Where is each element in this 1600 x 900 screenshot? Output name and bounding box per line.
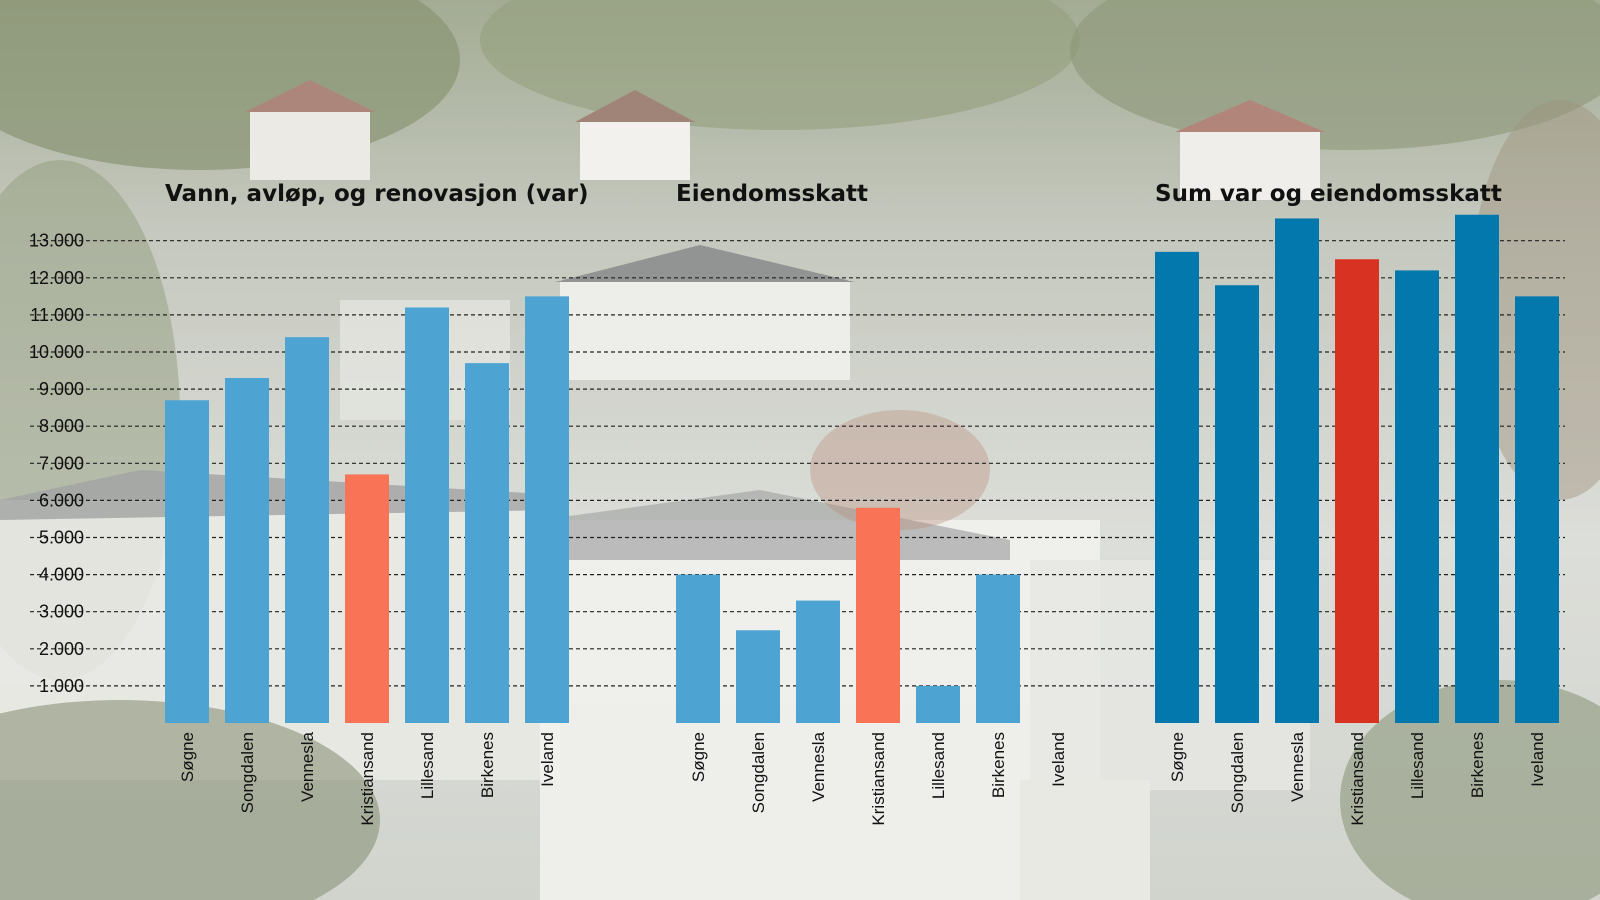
category-label: Songdalen [1228, 732, 1247, 813]
category-label: Iveland [538, 732, 557, 787]
y-tick-label: 9.000 [39, 379, 84, 399]
bar-1-2 [796, 600, 840, 723]
category-label: Birkenes [478, 732, 497, 798]
y-tick-label: 7.000 [39, 453, 84, 473]
bar-2-4 [1395, 270, 1439, 723]
bar-0-3 [345, 474, 389, 723]
bar-2-6 [1515, 296, 1559, 723]
bar-1-1 [736, 630, 780, 723]
bar-0-5 [465, 363, 509, 723]
y-tick-label: 3.000 [39, 602, 84, 622]
bar-2-0 [1155, 251, 1199, 723]
category-label: Søgne [1168, 732, 1187, 782]
y-tick-label: 12.000 [29, 268, 84, 288]
y-tick-label: 6.000 [39, 490, 84, 510]
category-label: Kristiansand [1348, 732, 1367, 826]
bar-1-5 [976, 574, 1020, 723]
category-label: Lillesand [1408, 732, 1427, 799]
y-tick-label: 10.000 [29, 342, 84, 362]
bar-0-4 [405, 307, 449, 723]
category-label: Lillesand [929, 732, 948, 799]
bar-1-4 [916, 685, 960, 723]
bars [165, 214, 1559, 724]
category-label: Birkenes [989, 732, 1008, 798]
bar-0-1 [225, 377, 269, 723]
chart-title-sum: Sum var og eiendomsskatt [1155, 181, 1502, 207]
chart-title-var: Vann, avløp, og renovasjon (var) [165, 181, 589, 207]
bar-2-5 [1455, 214, 1499, 724]
bar-0-6 [525, 296, 569, 723]
category-label: Vennesla [298, 731, 317, 801]
bar-1-0 [676, 574, 720, 723]
category-label: Songdalen [749, 732, 768, 813]
category-label: Songdalen [238, 732, 257, 813]
category-label: Søgne [178, 732, 197, 782]
y-tick-label: 5.000 [39, 528, 84, 548]
category-label: Lillesand [418, 732, 437, 799]
bar-0-2 [285, 337, 329, 723]
bar-2-3 [1335, 259, 1379, 723]
category-label: Iveland [1049, 732, 1068, 787]
y-tick-label: 1.000 [39, 676, 84, 696]
category-label: Kristiansand [869, 732, 888, 826]
y-tick-label: 4.000 [39, 565, 84, 585]
category-label: Birkenes [1468, 732, 1487, 798]
bar-2-1 [1215, 285, 1259, 723]
category-label: Vennesla [1288, 731, 1307, 801]
category-label: Iveland [1528, 732, 1547, 787]
category-labels: Søgne Songdalen Vennesla Kristiansand Lilles… [178, 731, 1547, 825]
category-label: Søgne [689, 732, 708, 782]
chart-title-eiendomsskatt: Eiendomsskatt [676, 181, 868, 207]
bar-2-2 [1275, 218, 1319, 723]
y-tick-label: 13.000 [29, 231, 84, 251]
category-label: Kristiansand [358, 732, 377, 826]
y-tick-label: 8.000 [39, 416, 84, 436]
y-axis-ticks: 1.000 2.000 3.000 4.000 5.000 6.000 7.000 8.000… [29, 231, 84, 696]
category-label: Vennesla [809, 731, 828, 801]
bar-1-3 [856, 507, 900, 723]
y-tick-label: 11.000 [30, 305, 84, 325]
y-tick-label: 2.000 [39, 639, 84, 659]
bar-0-0 [165, 400, 209, 723]
